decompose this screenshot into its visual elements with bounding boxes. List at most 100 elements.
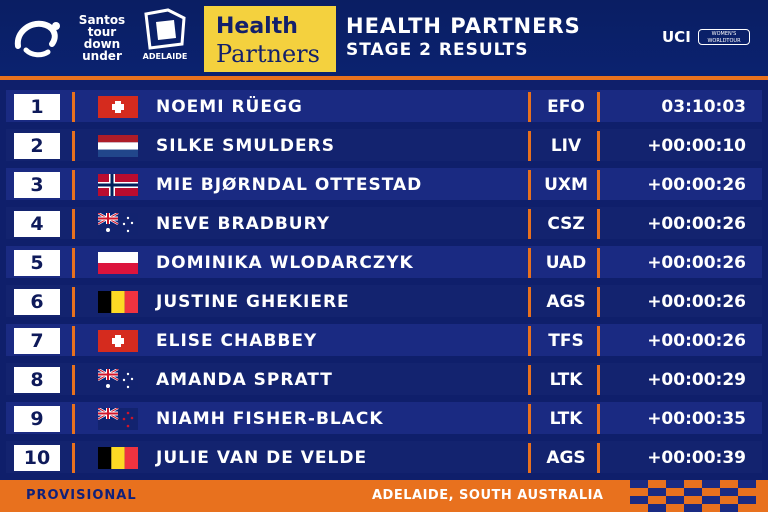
- rider-name: NOEMI RÜEGG: [156, 97, 303, 117]
- finish-time: +00:00:39: [647, 448, 746, 468]
- column-divider: [72, 248, 75, 278]
- team-code: EFO: [547, 97, 585, 117]
- finish-time: +00:00:26: [647, 214, 746, 234]
- position-box: 1: [14, 94, 60, 120]
- finish-time: +00:00:35: [647, 409, 746, 429]
- column-divider: [597, 365, 600, 395]
- column-divider: [597, 92, 600, 122]
- australia-flag-icon: [98, 369, 138, 391]
- belgium-flag-icon: [98, 291, 138, 313]
- rider-name: MIE BJØRNDAL OTTESTAD: [156, 175, 423, 195]
- team-code: LIV: [550, 136, 582, 156]
- sponsor-line-1: Health: [216, 14, 298, 39]
- adelaide-wordmark: ADELAIDE: [142, 52, 188, 61]
- australia-flag-icon: [98, 213, 138, 235]
- finish-time: +00:00:26: [647, 331, 746, 351]
- column-divider: [528, 404, 531, 434]
- uci-label: UCI: [662, 28, 691, 46]
- column-divider: [72, 287, 75, 317]
- column-divider: [597, 287, 600, 317]
- column-divider: [72, 209, 75, 239]
- position-box: 4: [14, 211, 60, 237]
- rider-name: DOMINIKA WLODARCZYK: [156, 253, 414, 273]
- sponsor-line-2: Partners: [216, 40, 320, 68]
- column-divider: [597, 131, 600, 161]
- column-divider: [72, 443, 75, 473]
- result-row: 6 JUSTINE GHEKIERE AGS +00:00:26: [0, 283, 768, 319]
- result-row: 8 AMANDA SPRATT LTK +00:00:29: [0, 361, 768, 397]
- rider-name: ELISE CHABBEY: [156, 331, 318, 351]
- result-row: 10 JULIE VAN DE VELDE AGS +00:00:39: [0, 439, 768, 475]
- location-label: ADELAIDE, SOUTH AUSTRALIA: [372, 488, 604, 503]
- column-divider: [72, 326, 75, 356]
- team-code: LTK: [549, 409, 583, 429]
- norway-flag-icon: [98, 174, 138, 196]
- switzerland-flag-icon: [98, 330, 138, 352]
- column-divider: [72, 170, 75, 200]
- rider-name: JUSTINE GHEKIERE: [156, 292, 350, 312]
- column-divider: [528, 326, 531, 356]
- team-code: UAD: [545, 253, 587, 273]
- column-divider: [597, 248, 600, 278]
- result-row: 7 ELISE CHABBEY TFS +00:00:26: [0, 322, 768, 358]
- board-subtitle: STAGE 2 RESULTS: [346, 40, 529, 60]
- finish-time: +00:00:26: [647, 253, 746, 273]
- switzerland-flag-icon: [98, 96, 138, 118]
- header-divider: [0, 76, 768, 80]
- column-divider: [528, 131, 531, 161]
- team-code: CSZ: [547, 214, 585, 234]
- rider-name: SILKE SMULDERS: [156, 136, 335, 156]
- result-row: 9 NIAMH FISHER-BLACK LTK +00:00:35: [0, 400, 768, 436]
- position-box: 3: [14, 172, 60, 198]
- finish-time: 03:10:03: [661, 97, 746, 117]
- footer-bar: PROVISIONAL ADELAIDE, SOUTH AUSTRALIA: [0, 480, 768, 512]
- provisional-label: PROVISIONAL: [26, 488, 137, 503]
- result-row: 5 DOMINIKA WLODARCZYK UAD +00:00:26: [0, 244, 768, 280]
- column-divider: [528, 287, 531, 317]
- team-code: AGS: [546, 448, 586, 468]
- column-divider: [528, 209, 531, 239]
- finish-time: +00:00:26: [647, 292, 746, 312]
- result-row: 4 NEVE BRADBURY CSZ +00:00:26: [0, 205, 768, 241]
- column-divider: [72, 404, 75, 434]
- column-divider: [597, 326, 600, 356]
- position-box: 10: [14, 445, 60, 471]
- tour-down-under-logo: Santos tour down under: [12, 10, 134, 66]
- position-box: 9: [14, 406, 60, 432]
- tdu-line: tour: [87, 25, 117, 39]
- column-divider: [72, 92, 75, 122]
- team-code: LTK: [549, 370, 583, 390]
- column-divider: [528, 170, 531, 200]
- column-divider: [597, 404, 600, 434]
- netherlands-flag-icon: [98, 135, 138, 157]
- header-bar: Santos tour down under ADELAIDE Health P…: [0, 0, 768, 78]
- column-divider: [72, 365, 75, 395]
- rider-name: NIAMH FISHER-BLACK: [156, 409, 384, 429]
- result-row: 3 MIE BJØRNDAL OTTESTAD UXM +00:00:26: [0, 166, 768, 202]
- rider-name: AMANDA SPRATT: [156, 370, 333, 390]
- tdu-swirl-icon: [14, 20, 60, 58]
- team-code: TFS: [548, 331, 584, 351]
- position-box: 8: [14, 367, 60, 393]
- column-divider: [597, 209, 600, 239]
- column-divider: [528, 92, 531, 122]
- position-box: 6: [14, 289, 60, 315]
- column-divider: [528, 248, 531, 278]
- tdu-line: down: [83, 37, 121, 51]
- result-row: 2 SILKE SMULDERS LIV +00:00:10: [0, 127, 768, 163]
- team-code: AGS: [546, 292, 586, 312]
- position-box: 7: [14, 328, 60, 354]
- column-divider: [597, 170, 600, 200]
- column-divider: [597, 443, 600, 473]
- checkered-pattern-icon: [630, 480, 768, 512]
- tdu-line: under: [82, 49, 122, 63]
- rider-name: NEVE BRADBURY: [156, 214, 331, 234]
- adelaide-shape-icon: [144, 8, 186, 50]
- result-row: 1 NOEMI RÜEGG EFO 03:10:03: [0, 88, 768, 124]
- rider-name: JULIE VAN DE VELDE: [156, 448, 368, 468]
- board-title: HEALTH PARTNERS: [346, 14, 581, 38]
- finish-time: +00:00:10: [647, 136, 746, 156]
- team-code: UXM: [544, 175, 588, 195]
- belgium-flag-icon: [98, 447, 138, 469]
